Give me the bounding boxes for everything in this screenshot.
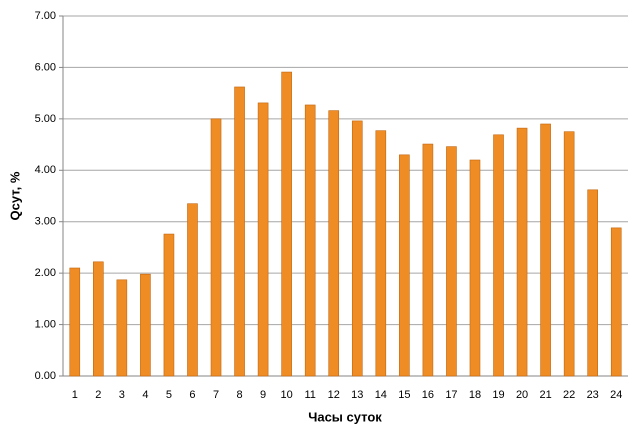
bar — [399, 154, 410, 377]
x-tick-label: 7 — [213, 389, 219, 401]
x-tick-label: 24 — [610, 389, 622, 401]
x-tick-label: 21 — [539, 389, 551, 401]
x-tick-label: 19 — [492, 389, 504, 401]
x-tick-label: 22 — [563, 389, 575, 401]
bar — [469, 159, 481, 377]
x-axis-title: Часы суток — [308, 409, 382, 424]
x-tick-label: 12 — [328, 389, 340, 401]
bar — [281, 71, 292, 377]
x-tick-label: 9 — [260, 389, 266, 401]
x-tick-label: 18 — [469, 389, 481, 401]
bar — [375, 130, 387, 377]
x-tick-label: 23 — [587, 389, 599, 401]
y-tick-label: 5.00 — [35, 113, 56, 125]
x-tick-label: 16 — [422, 389, 434, 401]
x-tick-label: 2 — [95, 389, 101, 401]
bar — [587, 189, 598, 377]
bar — [446, 146, 457, 377]
bar — [493, 134, 504, 377]
bar — [69, 267, 81, 377]
bar — [563, 131, 575, 377]
y-tick-label: 0.00 — [35, 370, 56, 382]
y-tick-label: 4.00 — [35, 164, 56, 176]
bar — [93, 261, 104, 377]
x-tick-label: 1 — [72, 389, 78, 401]
y-tick-label: 7.00 — [35, 10, 56, 22]
x-tick-label: 8 — [237, 389, 243, 401]
x-tick-label: 20 — [516, 389, 528, 401]
y-tick-label: 2.00 — [35, 267, 56, 279]
bar — [234, 86, 245, 377]
x-tick-label: 17 — [445, 389, 457, 401]
x-tick-label: 15 — [398, 389, 410, 401]
bar — [304, 104, 316, 377]
x-tick-label: 6 — [189, 389, 195, 401]
x-tick-label: 14 — [375, 389, 387, 401]
x-tick-label: 13 — [351, 389, 363, 401]
y-tick-label: 3.00 — [35, 216, 56, 228]
bar — [540, 123, 551, 377]
x-tick-label: 4 — [142, 389, 148, 401]
x-tick-label: 5 — [166, 389, 172, 401]
x-tick-label: 10 — [281, 389, 293, 401]
bar — [516, 127, 528, 377]
y-axis-title: Qсут, % — [7, 171, 22, 220]
y-tick-label: 6.00 — [35, 61, 56, 73]
bar — [422, 143, 434, 377]
bar — [140, 273, 151, 377]
bar — [351, 120, 363, 377]
x-tick-label: 11 — [304, 389, 315, 401]
bar — [610, 227, 622, 377]
bar — [116, 279, 128, 377]
y-tick-label: 1.00 — [35, 318, 56, 330]
bar — [328, 110, 340, 377]
bar — [187, 203, 198, 377]
bar — [257, 102, 269, 377]
x-tick-label: 3 — [119, 389, 125, 401]
bar — [210, 118, 222, 377]
bar — [163, 233, 175, 377]
